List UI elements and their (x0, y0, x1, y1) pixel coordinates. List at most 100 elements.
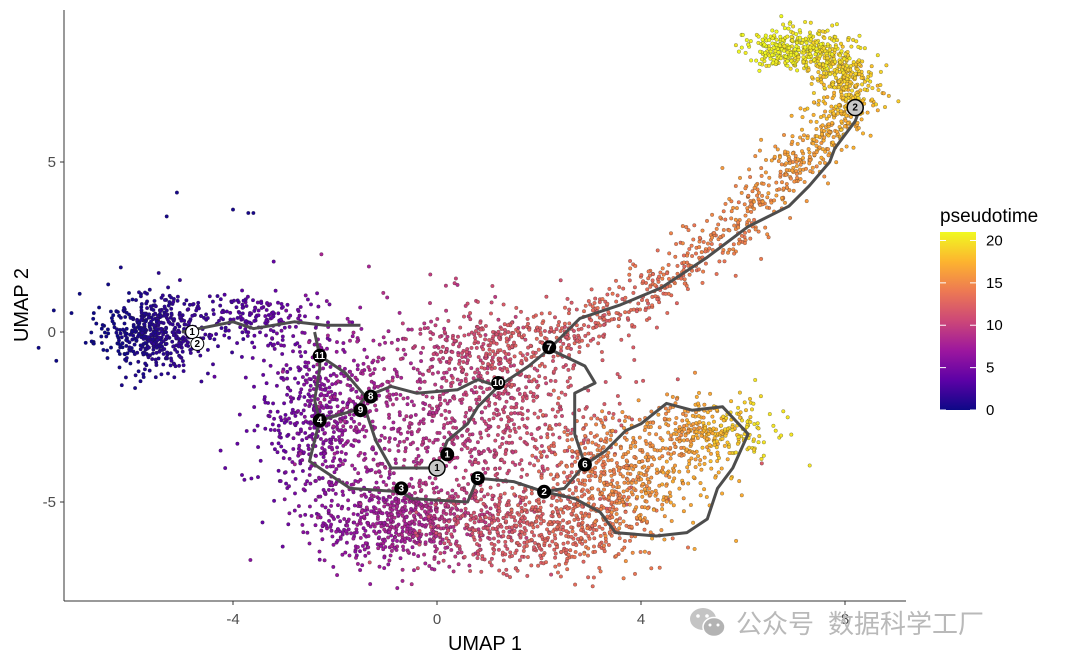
cell-point (667, 475, 672, 480)
cell-point (156, 271, 161, 275)
cell-point (227, 335, 232, 340)
cell-point (124, 331, 129, 336)
cell-point (403, 521, 408, 526)
cell-point (277, 434, 282, 439)
cell-point (552, 533, 557, 538)
cell-point (795, 141, 800, 146)
cell-point (800, 127, 804, 132)
cell-point (669, 519, 674, 523)
cell-point (769, 158, 774, 163)
cell-point (614, 512, 619, 516)
cell-point (632, 324, 637, 329)
cell-point (632, 285, 637, 290)
cell-point (673, 463, 677, 468)
cell-point (440, 344, 445, 349)
cell-point (493, 438, 498, 443)
cell-point (836, 103, 841, 108)
cell-point (794, 164, 799, 169)
cell-point (437, 357, 442, 362)
cell-point (354, 555, 358, 560)
cell-point (667, 490, 672, 495)
cell-point (798, 167, 802, 172)
cell-point (145, 291, 149, 296)
cell-point (304, 364, 309, 369)
cell-point (264, 318, 269, 323)
cell-point (718, 215, 723, 220)
cell-point (534, 395, 539, 400)
cell-point (586, 553, 590, 558)
cell-point (344, 540, 349, 545)
cell-point (150, 357, 155, 362)
cell-point (729, 399, 734, 404)
cell-point (373, 506, 378, 511)
cell-point (536, 499, 541, 504)
cell-point (624, 466, 629, 471)
cell-point (763, 225, 768, 230)
cell-point (298, 305, 303, 309)
cell-point (442, 550, 447, 555)
cell-point (574, 307, 579, 312)
cell-point (692, 547, 697, 551)
cell-point (477, 395, 482, 400)
cell-point (614, 299, 619, 304)
cell-point (343, 550, 348, 555)
cell-point (720, 491, 725, 496)
cell-point (630, 550, 635, 555)
cell-point (570, 529, 575, 534)
cell-point (355, 339, 360, 344)
cell-point (654, 325, 659, 330)
cell-point (307, 541, 312, 546)
cell-point (647, 431, 652, 436)
cell-point (541, 449, 546, 454)
cell-point (617, 401, 622, 406)
cell-point (335, 573, 340, 578)
cell-point (363, 465, 368, 470)
cell-point (337, 327, 342, 332)
cell-point (557, 562, 562, 567)
cell-point (798, 170, 803, 175)
cell-point (337, 435, 342, 439)
cell-point (163, 313, 168, 318)
cell-point (409, 327, 414, 332)
cell-point (551, 354, 556, 359)
cell-point (348, 369, 353, 374)
cell-point (461, 475, 466, 480)
cell-point (521, 333, 526, 338)
cell-point (440, 515, 445, 520)
cell-point (779, 433, 784, 438)
cell-point (553, 551, 558, 556)
cell-point (504, 399, 509, 404)
cell-point (303, 482, 308, 487)
cell-point (343, 451, 348, 456)
cell-point (293, 376, 297, 381)
cell-point (705, 218, 709, 223)
cell-point (789, 432, 794, 437)
cell-point (668, 445, 673, 450)
cell-point (495, 530, 500, 535)
cell-point (211, 312, 216, 317)
cell-point (365, 512, 369, 517)
cell-point (819, 155, 824, 160)
cell-point (507, 434, 512, 439)
cell-point (456, 483, 461, 488)
cell-point (271, 401, 276, 406)
cell-point (362, 458, 366, 462)
cell-point (870, 97, 875, 102)
cell-point (164, 341, 169, 346)
cell-point (383, 340, 388, 345)
cell-point (592, 301, 597, 305)
cell-point (710, 414, 715, 419)
cell-point (719, 423, 724, 428)
cell-point (644, 472, 649, 477)
cell-point (771, 423, 776, 428)
cell-point (273, 288, 278, 293)
cell-point (632, 358, 637, 362)
cell-point (489, 311, 493, 316)
cell-point (555, 509, 560, 514)
cell-point (532, 411, 537, 416)
cell-point (412, 521, 417, 526)
cell-point (128, 315, 133, 320)
cell-point (338, 440, 343, 445)
cell-point (831, 135, 836, 140)
cell-point (594, 422, 599, 427)
